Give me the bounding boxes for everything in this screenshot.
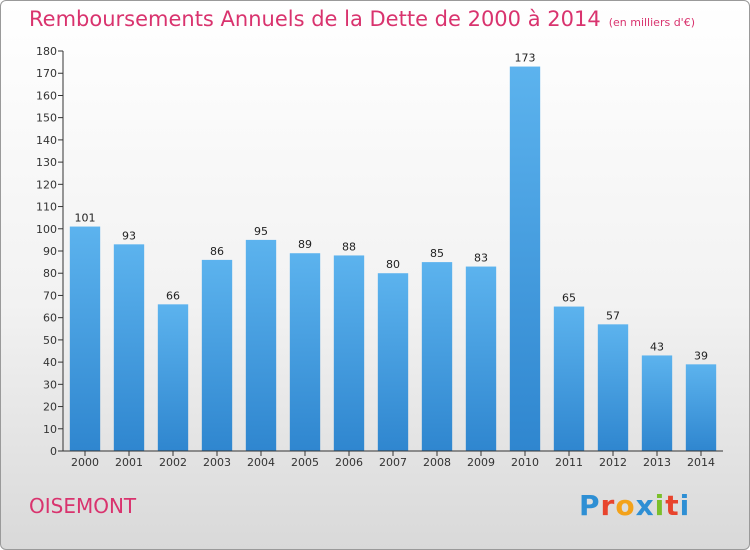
bar — [421, 262, 453, 451]
data-label: 57 — [606, 309, 620, 322]
y-tick-label: 110 — [36, 201, 57, 214]
bar — [641, 355, 673, 451]
bar — [333, 255, 365, 451]
data-label: 86 — [210, 245, 224, 258]
bar — [553, 306, 585, 451]
commune-name: OISEMONT — [29, 494, 137, 518]
logo-letter: i — [679, 489, 691, 522]
unit-label: (en milliers d'€) — [608, 16, 695, 29]
y-tick-label: 10 — [43, 423, 57, 436]
y-tick-label: 130 — [36, 156, 57, 169]
bar — [377, 273, 409, 451]
data-label: 83 — [474, 252, 488, 265]
y-tick-label: 180 — [36, 45, 57, 58]
x-tick-label: 2007 — [379, 456, 407, 469]
bar — [157, 304, 189, 451]
data-label: 95 — [254, 225, 268, 238]
x-axis: 2000 2001 2002 2003 2004 2005 2006 2007 2008 2009… — [63, 450, 723, 469]
x-tick-label: 2003 — [203, 456, 231, 469]
x-tick-label: 2010 — [511, 456, 539, 469]
bar — [201, 259, 233, 451]
logo-letter: i — [654, 489, 666, 522]
y-tick-label: 120 — [36, 178, 57, 191]
x-tick-label: 2001 — [115, 456, 143, 469]
bar — [465, 266, 497, 451]
x-tick-label: 2006 — [335, 456, 363, 469]
data-label: 65 — [562, 292, 576, 305]
logo-letter: r — [600, 489, 616, 522]
bars: 101 93 66 86 95 89 88 80 85 83 173 65 57 43 39 — [69, 52, 717, 452]
x-tick-label: 2002 — [159, 456, 187, 469]
y-tick-label: 80 — [43, 267, 57, 280]
bar — [69, 226, 101, 451]
y-tick-label: 0 — [50, 445, 57, 458]
x-tick-label: 2012 — [599, 456, 627, 469]
logo-letter: t — [665, 489, 680, 522]
bar — [113, 244, 145, 451]
data-label: 173 — [515, 52, 536, 65]
logo-letter: o — [615, 489, 636, 522]
y-tick-label: 90 — [43, 245, 57, 258]
y-tick-label: 40 — [43, 356, 57, 369]
y-tick-label: 30 — [43, 378, 57, 391]
y-tick-label: 160 — [36, 89, 57, 102]
bar — [245, 239, 277, 451]
data-label: 101 — [75, 212, 96, 225]
x-tick-label: 2011 — [555, 456, 583, 469]
x-tick-label: 2000 — [71, 456, 99, 469]
data-label: 39 — [694, 349, 708, 362]
data-label: 88 — [342, 240, 356, 253]
y-tick-label: 60 — [43, 312, 57, 325]
chart-title: Remboursements Annuels de la Dette de 20… — [29, 7, 695, 31]
x-tick-label: 2014 — [687, 456, 715, 469]
y-tick-label: 50 — [43, 334, 57, 347]
y-tick-label: 100 — [36, 223, 57, 236]
y-tick-label: 20 — [43, 401, 57, 414]
chart-title-text: Remboursements Annuels de la Dette de 20… — [29, 7, 601, 31]
logo-letter: P — [579, 489, 601, 522]
data-label: 80 — [386, 258, 400, 271]
bar — [597, 324, 629, 451]
logo-letter: x — [635, 489, 655, 522]
data-label: 89 — [298, 238, 312, 251]
y-tick-label: 70 — [43, 289, 57, 302]
x-tick-label: 2004 — [247, 456, 275, 469]
y-tick-label: 170 — [36, 67, 57, 80]
data-label: 43 — [650, 340, 664, 353]
y-axis: 0 10 20 30 40 50 60 70 80 90 100 110 120 130 140 150 160… — [36, 45, 64, 458]
x-tick-label: 2005 — [291, 456, 319, 469]
data-label: 93 — [122, 229, 136, 242]
proxiti-logo: Proxiti — [579, 489, 690, 522]
y-tick-label: 140 — [36, 134, 57, 147]
data-label: 85 — [430, 247, 444, 260]
y-tick-label: 150 — [36, 112, 57, 125]
data-label: 66 — [166, 289, 180, 302]
x-tick-label: 2008 — [423, 456, 451, 469]
bar — [289, 253, 321, 451]
x-tick-label: 2009 — [467, 456, 495, 469]
x-tick-label: 2013 — [643, 456, 671, 469]
bar — [509, 66, 541, 452]
bar — [685, 364, 717, 451]
